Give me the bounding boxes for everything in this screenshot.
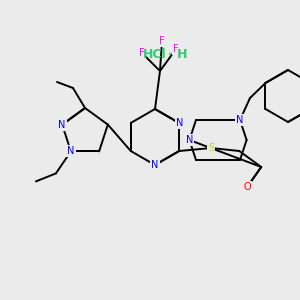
Text: O: O [243,182,251,192]
Text: S: S [208,143,214,153]
Text: F: F [159,36,165,46]
Text: N: N [67,146,75,156]
Text: N: N [58,120,66,130]
Text: N: N [236,115,244,125]
Text: · H: · H [168,49,188,62]
Text: HCl: HCl [143,49,167,62]
Text: N: N [151,160,159,170]
Text: N: N [186,135,193,145]
Text: N: N [176,118,183,128]
Text: F: F [139,48,145,58]
Text: F: F [173,44,179,54]
